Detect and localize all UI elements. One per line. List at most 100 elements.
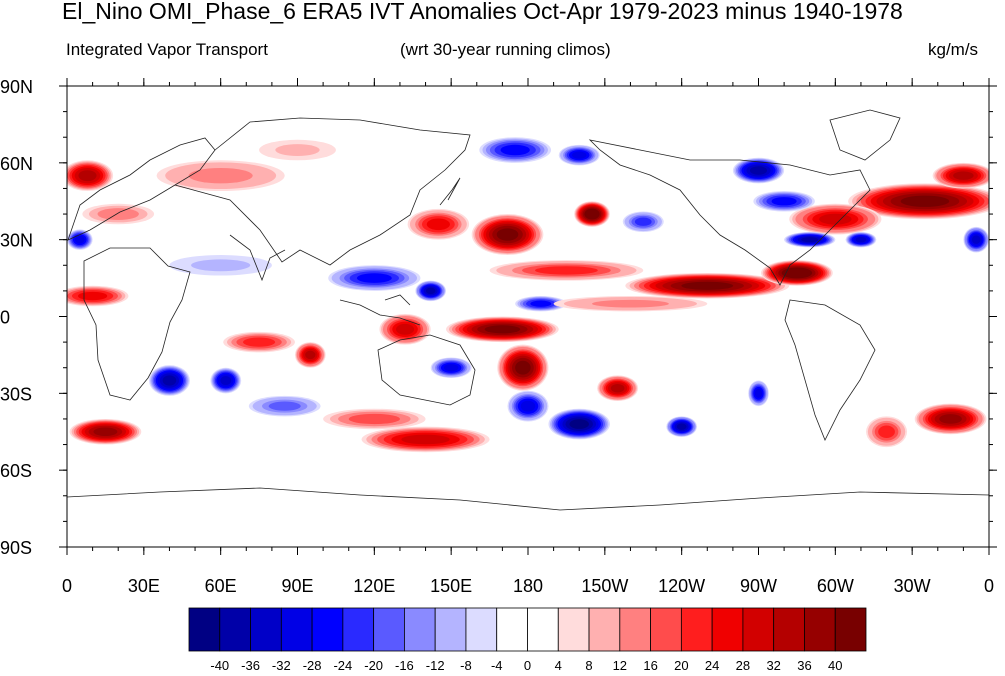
colorbar-label: 28 [736,658,750,673]
anomaly-feature-19 [866,416,908,448]
colorbar: -40 -36 -32 -28 -24 -20 -16 -12 -8 -4 0 4 8 12 16 20 24 2… [188,607,867,673]
x-tick-label: 0 [62,576,72,596]
anomaly-feature-31 [963,226,989,253]
anomaly-feature-36 [558,144,600,166]
anomaly-feature-41 [622,211,664,232]
chart-title: El_Nino OMI_Phase_6 ERA5 IVT Anomalies O… [62,0,903,24]
anomaly-feature-8 [932,162,989,189]
x-tick-label: 0 [984,576,994,596]
anomaly-feature-15 [597,375,639,402]
colorbar-label: 0 [524,658,531,673]
anomaly-contour [162,375,177,386]
anomaly-contour [530,300,552,307]
colorbar-label: 8 [585,658,592,673]
colorbar-box [834,607,867,652]
coastline-maritime-continent [339,294,421,326]
colorbar-label: -12 [426,658,445,673]
anomaly-feature-27 [328,265,421,291]
colorbar-label: -36 [241,658,260,673]
anomaly-feature-45 [553,296,708,312]
anomaly-feature-28 [415,280,447,302]
colorbar-label: -4 [491,658,503,673]
coastline-greenland [829,109,901,161]
anomaly-contour [396,323,415,335]
anomaly-contour [500,144,530,156]
colorbar-label: -24 [333,658,352,673]
colorbar-box [619,607,651,652]
x-tick-label: 90E [281,576,313,596]
anomaly-feature-25 [148,365,190,396]
x-tick-label: 60E [205,576,237,596]
anomaly-contour [939,414,962,424]
colorbar-box [742,607,775,652]
anomaly-contour [93,427,118,437]
y-tick-label: 60N [0,154,33,174]
anomaly-contour [571,151,587,159]
colorbar-label: 16 [643,658,657,673]
colorbar-label: -20 [364,658,383,673]
anomaly-contour [786,269,808,277]
anomaly-contour [520,400,536,412]
anomaly-feature-20 [67,285,129,307]
anomaly-contour [855,236,867,243]
coastline-india [229,234,286,282]
x-axis: 0 30E 60E 90E 120E 150E 180 150W 120W 90W 60W 30W 0 [62,78,994,596]
anomaly-feature-33 [732,157,785,184]
y-tick-label: 30N [0,231,33,251]
x-tick-label: 120E [353,576,395,596]
anomaly-feature-35 [479,137,552,163]
anomaly-feature-14 [294,342,326,368]
coastline-north-america [588,139,871,286]
colorbar-box [650,607,682,652]
colorbar-box [557,607,590,652]
colorbar-box [588,607,621,652]
colorbar-box [373,607,405,652]
colorbar-label: 20 [674,658,688,673]
anomaly-feature-6 [848,183,989,220]
colorbar-box [527,607,559,652]
anomaly-contour [443,364,459,372]
colorbar-box [680,607,713,652]
anomaly-feature-2 [574,201,610,227]
colorbar-box [342,607,375,652]
anomaly-contour [426,218,450,231]
anomaly-contour [801,237,819,243]
anomaly-feature-46 [259,139,336,161]
anomaly-feature-30 [845,231,877,248]
y-tick-label: 90N [0,77,33,97]
anomaly-feature-1 [407,208,470,240]
colorbar-label: 24 [705,658,719,673]
colorbar-label: 36 [797,658,811,673]
anomaly-feature-17 [361,426,490,453]
colorbar-label: 12 [613,658,627,673]
anomaly-contour [634,217,652,226]
colorbar-box [804,607,836,652]
anomaly-feature-0 [471,214,544,256]
anomaly-contour [819,213,852,225]
anomaly-contour [953,171,974,180]
colorbar-box [465,607,498,652]
anomaly-contour [586,210,598,218]
anomaly-feature-21 [156,160,285,192]
anomaly-feature-7 [789,203,882,235]
anomaly-contour [592,299,669,308]
anomaly-contour [569,419,589,429]
anomaly-contour [97,208,139,220]
anomaly-contour [78,170,97,182]
y-axis: 90N 60N 30N 0 30S 60S 90S [0,77,997,558]
coastline-japan [439,177,461,206]
y-tick-label: 90S [0,538,32,558]
x-tick-label: 120W [658,576,705,596]
left-subtitle: Integrated Vapor Transport [66,40,268,59]
anomaly-feature-13 [223,331,295,353]
anomaly-feature-24 [666,416,698,437]
anomaly-contour [749,166,768,175]
x-tick-label: 150W [581,576,628,596]
x-tick-label: 180 [513,576,543,596]
anomaly-contour [971,235,981,244]
x-tick-label: 150E [430,576,472,596]
center-subtitle: (wrt 30-year running climos) [400,40,611,59]
colorbar-box [404,607,436,652]
anomaly-feature-42 [169,255,272,276]
